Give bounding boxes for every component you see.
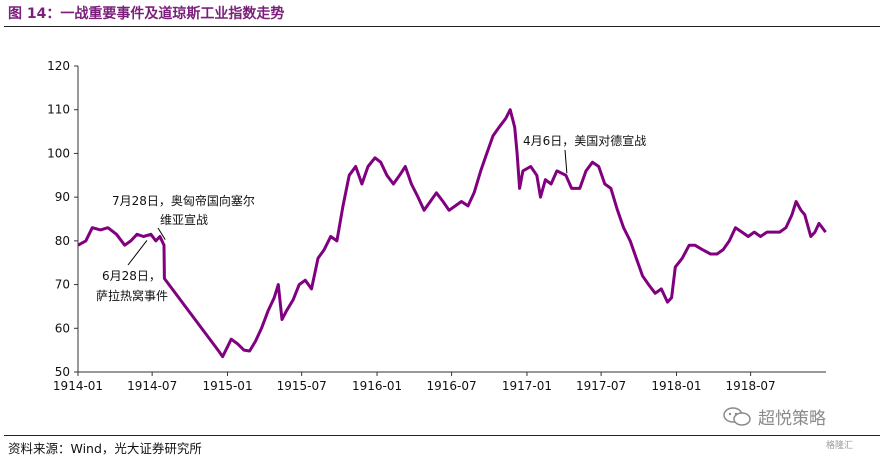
- x-tick-label: 1917-01: [502, 379, 552, 393]
- annotation-jun28-line1: 6月28日，: [102, 269, 161, 283]
- x-tick-label: 1917-07: [576, 379, 626, 393]
- y-tick-label: 70: [55, 278, 70, 292]
- annotation-jul28-line2: 维亚宣战: [160, 212, 208, 227]
- top-divider: [4, 26, 880, 27]
- x-tick-label: 1915-01: [202, 379, 252, 393]
- x-tick-label: 1918-07: [726, 379, 776, 393]
- annotation-leader-line-apr6: [564, 149, 568, 174]
- x-tick-label: 1915-07: [277, 379, 327, 393]
- x-tick-label: 1916-07: [427, 379, 477, 393]
- x-tick-label: 1918-01: [651, 379, 701, 393]
- annotation-leader-line-jul28: [157, 227, 166, 240]
- dow-jones-line-chart: 50 60 70 80 90 100 110 120 1914-01 1914-07 1915-0…: [47, 59, 827, 393]
- annotation-jul28-line1: 7月28日，奥匈帝国向塞尔: [112, 193, 255, 208]
- y-tick-label: 100: [47, 146, 70, 160]
- y-tick-label: 80: [55, 234, 70, 248]
- x-tick-label: 1916-01: [352, 379, 402, 393]
- y-ticks: 50 60 70 80 90 100 110 120: [47, 59, 78, 379]
- watermark-label: 超悦策略: [758, 409, 826, 429]
- y-tick-label: 50: [55, 365, 70, 379]
- figure-title: 图 14：一战重要事件及道琼斯工业指数走势: [8, 6, 285, 22]
- annotation-leader-line-jun28: [127, 240, 148, 266]
- annotation-apr6-line1: 4月6日，美国对德宣战: [523, 133, 646, 148]
- y-tick-label: 60: [55, 321, 70, 335]
- dow-jones-series-line: [77, 108, 827, 359]
- x-tick-label: 1914-01: [53, 379, 103, 393]
- wechat-watermark: 超悦策略: [722, 404, 826, 429]
- y-tick-label: 110: [47, 103, 70, 117]
- annotation-jun28-line2: 萨拉热窝事件: [96, 288, 168, 303]
- wechat-icon: [723, 406, 751, 426]
- bottom-divider: [4, 435, 880, 436]
- gelonghui-badge: 格隆汇: [826, 441, 854, 451]
- y-tick-label: 90: [55, 190, 70, 204]
- x-ticks: 1914-01 1914-07 1915-01 1915-07 1916-01 1916-…: [53, 372, 776, 393]
- x-tick-label: 1914-07: [127, 379, 177, 393]
- y-tick-label: 120: [47, 59, 70, 73]
- source-note: 资料来源：Wind，光大证券研究所: [8, 441, 202, 456]
